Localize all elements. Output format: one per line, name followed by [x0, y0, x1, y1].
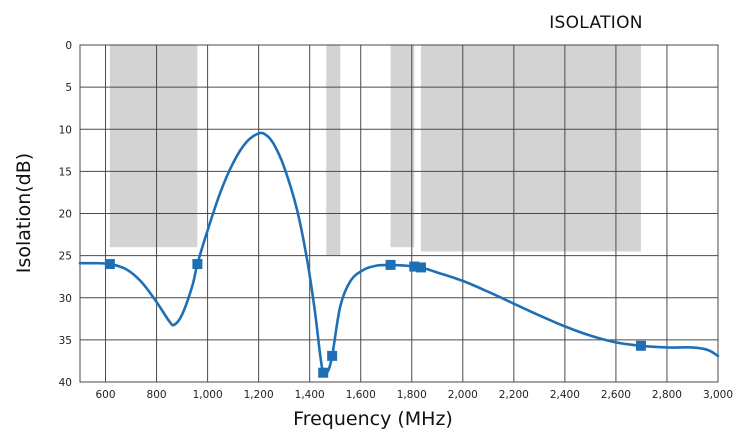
data-marker [415, 262, 426, 273]
data-marker [635, 340, 646, 351]
data-marker [104, 259, 115, 270]
y-tick-label: 10 [59, 124, 72, 136]
data-markers [104, 259, 646, 378]
stopband-region-4 [420, 45, 641, 252]
x-tick-label: 1,200 [244, 389, 274, 401]
y-tick-label: 30 [59, 293, 72, 305]
x-tick-label: 2,400 [550, 389, 580, 401]
x-tick-label: 2,600 [601, 389, 631, 401]
y-tick-label: 0 [65, 40, 72, 52]
x-tick-label: 3,000 [703, 389, 733, 401]
y-tick-label: 35 [59, 335, 72, 347]
x-tick-label: 2,200 [499, 389, 529, 401]
data-marker [318, 367, 329, 378]
stopband-region-1 [109, 45, 198, 248]
stopband-region-2 [326, 45, 341, 256]
x-axis-ticks: 600 800 1,000 1,200 1,400 1,600 1,800 2,000 2,20… [95, 389, 733, 401]
y-axis-ticks: 0 5 10 15 20 25 30 35 40 [59, 40, 72, 389]
x-axis-label: Frequency (MHz) [293, 408, 453, 430]
stopband-region-3 [390, 45, 415, 248]
x-tick-label: 600 [95, 389, 115, 401]
y-tick-label: 20 [59, 209, 72, 221]
data-marker [327, 350, 338, 361]
x-tick-label: 1,000 [193, 389, 223, 401]
y-tick-label: 5 [65, 82, 72, 94]
data-marker [385, 259, 396, 270]
x-tick-label: 1,600 [346, 389, 376, 401]
chart-title: ISOLATION [549, 13, 643, 33]
data-marker [192, 259, 203, 270]
x-tick-label: 2,800 [652, 389, 682, 401]
y-axis-label: Isolation(dB) [13, 153, 35, 273]
stopband-regions [109, 45, 641, 256]
y-tick-label: 15 [59, 166, 72, 178]
x-tick-label: 1,400 [295, 389, 325, 401]
y-tick-label: 25 [59, 251, 72, 263]
x-tick-label: 800 [147, 389, 167, 401]
x-tick-label: 1,800 [397, 389, 427, 401]
x-tick-label: 2,000 [448, 389, 478, 401]
plot-frame [79, 44, 719, 383]
data-marker [409, 261, 420, 272]
y-tick-label: 40 [59, 377, 72, 389]
